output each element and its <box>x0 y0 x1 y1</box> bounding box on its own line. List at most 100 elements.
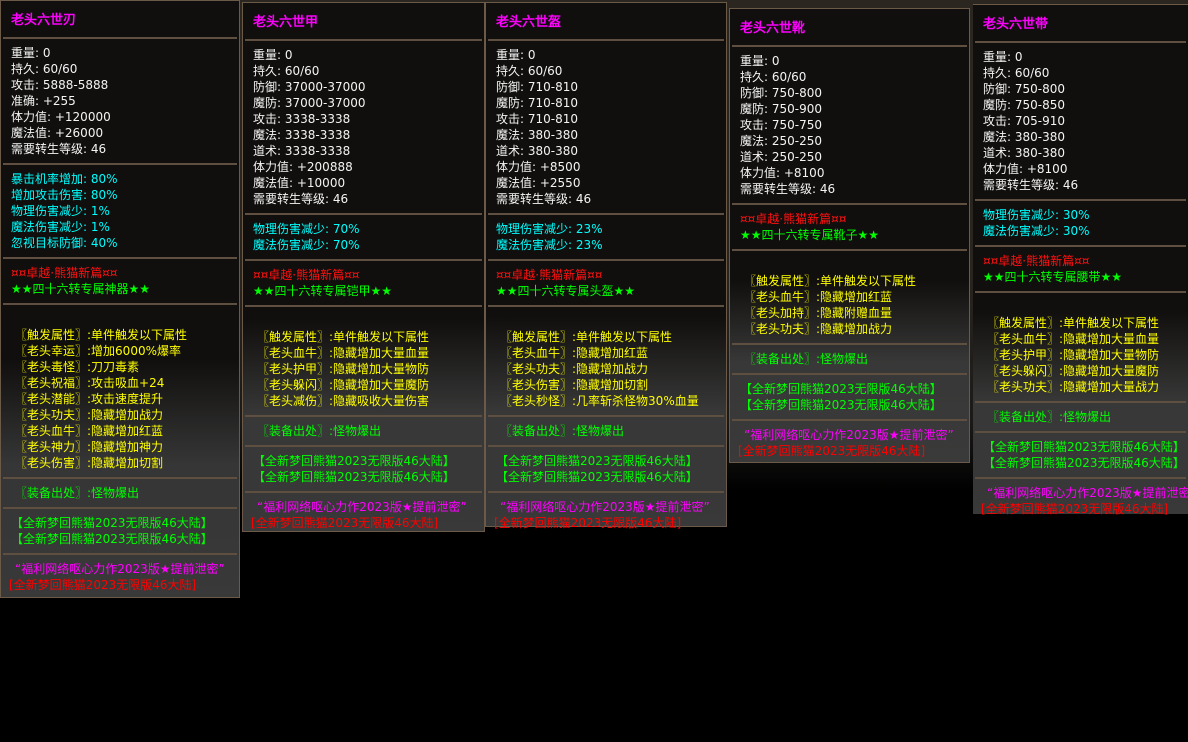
stat-line: 需要转生等级: 46 <box>983 178 1079 192</box>
trigger-line: 〖触发属性〗:单件触发以下属性 <box>987 316 1160 330</box>
section-divider <box>3 477 237 479</box>
section-divider <box>3 507 237 509</box>
section-divider <box>975 477 1186 479</box>
section-divider <box>245 259 482 261</box>
stat-line: 魔法: 380-380 <box>983 130 1065 144</box>
trigger-line: 〖触发属性〗:单件触发以下属性 <box>500 330 673 344</box>
trigger-line: 〖老头幸运〗:增加6000%爆率 <box>15 344 181 358</box>
stat-line: 魔法: 250-250 <box>740 134 822 148</box>
trigger-line: 〖触发属性〗:单件触发以下属性 <box>744 274 917 288</box>
promo-line: 【全新梦回熊猫2023无限版46大陆】 <box>11 516 213 530</box>
promo-line: 【全新梦回熊猫2023无限版46大陆】 <box>740 382 942 396</box>
section-divider <box>732 203 967 205</box>
section-divider <box>732 249 967 251</box>
stat-line: 攻击: 750-750 <box>740 118 822 132</box>
item-title: 老头六世带 <box>983 17 1049 32</box>
section-divider <box>245 39 482 41</box>
stat-line: 魔防: 750-850 <box>983 98 1065 112</box>
exclusive-label: ★★四十六转专属铠甲★★ <box>253 284 393 298</box>
stat-line: 需要转生等级: 46 <box>740 182 836 196</box>
section-divider <box>488 305 724 307</box>
footer-line: [全新梦回熊猫2023无限版46大陆] <box>494 516 682 530</box>
slogan-line: “福利网络呕心力作2023版★提前泄密” <box>257 500 467 514</box>
spacer <box>730 257 969 273</box>
stat-line: 魔防: 37000-37000 <box>253 96 366 110</box>
stat-line: 攻击: 3338-3338 <box>253 112 351 126</box>
stat-line: 防御: 710-810 <box>496 80 578 94</box>
source-line: 〖装备出处〗:怪物爆出 <box>15 486 140 500</box>
trigger-line: 〖老头伤害〗:隐藏增加切割 <box>500 378 649 392</box>
bonus-line: 魔法伤害减少: 70% <box>253 238 360 252</box>
stat-line: 需要转生等级: 46 <box>496 192 592 206</box>
trigger-line: 〖老头功夫〗:隐藏增加战力 <box>500 362 649 376</box>
trigger-line: 〖老头秒怪〗:几率斩杀怪物30%血量 <box>500 394 699 408</box>
promo-line: 【全新梦回熊猫2023无限版46大陆】 <box>496 454 698 468</box>
slogan-line: “福利网络呕心力作2023版★提前泄密” <box>500 500 710 514</box>
promo-line: 【全新梦回熊猫2023无限版46大陆】 <box>983 456 1185 470</box>
series-label: ¤¤卓越·熊猫新篇¤¤ <box>740 212 847 226</box>
exclusive-label: ★★四十六转专属腰带★★ <box>983 270 1123 284</box>
source-line: 〖装备出处〗:怪物爆出 <box>744 352 869 366</box>
series-label: ¤¤卓越·熊猫新篇¤¤ <box>983 254 1090 268</box>
trigger-line: 〖老头护甲〗:隐藏增加大量物防 <box>987 348 1160 362</box>
trigger-line: 〖老头血牛〗:隐藏增加大量血量 <box>257 346 430 360</box>
trigger-line: 〖老头血牛〗:隐藏增加红蓝 <box>500 346 649 360</box>
trigger-line: 〖老头躲闪〗:隐藏增加大量魔防 <box>257 378 430 392</box>
section-divider <box>975 291 1186 293</box>
item-tooltip-panel: 老头六世刃 重量: 0 持久: 60/60 攻击: 5888-5888 准确: +255… <box>0 0 240 598</box>
section-divider <box>488 213 724 215</box>
stat-line: 重量: 0 <box>983 50 1023 64</box>
series-label: ¤¤卓越·熊猫新篇¤¤ <box>496 268 603 282</box>
stat-line: 准确: +255 <box>11 94 76 108</box>
exclusive-label: ★★四十六转专属靴子★★ <box>740 228 880 242</box>
section-divider <box>245 213 482 215</box>
exclusive-label: ★★四十六转专属头盔★★ <box>496 284 636 298</box>
stat-line: 体力值: +8500 <box>496 160 581 174</box>
section-divider <box>732 343 967 345</box>
stat-line: 道术: 250-250 <box>740 150 822 164</box>
bonus-line: 暴击机率增加: 80% <box>11 172 118 186</box>
section-divider <box>488 415 724 417</box>
section-divider <box>732 419 967 421</box>
stat-line: 体力值: +8100 <box>983 162 1068 176</box>
section-divider <box>732 45 967 47</box>
series-label: ¤¤卓越·熊猫新篇¤¤ <box>253 268 360 282</box>
item-tooltip-panel: 老头六世带 重量: 0 持久: 60/60 防御: 750-800 魔防: 750-85… <box>973 4 1188 516</box>
stat-line: 攻击: 710-810 <box>496 112 578 126</box>
item-title: 老头六世盔 <box>496 15 562 30</box>
stat-line: 攻击: 705-910 <box>983 114 1065 128</box>
trigger-line: 〖老头躲闪〗:隐藏增加大量魔防 <box>987 364 1160 378</box>
trigger-line: 〖老头伤害〗:隐藏增加切割 <box>15 456 164 470</box>
stat-line: 重量: 0 <box>11 46 51 60</box>
source-line: 〖装备出处〗:怪物爆出 <box>257 424 382 438</box>
trigger-line: 〖老头血牛〗:隐藏增加红蓝 <box>15 424 164 438</box>
spacer <box>973 299 1188 315</box>
slogan-line: “福利网络呕心力作2023版★提前泄密” <box>987 486 1188 500</box>
trigger-line: 〖老头功夫〗:隐藏增加大量战力 <box>987 380 1160 394</box>
section-divider <box>975 431 1186 433</box>
footer-line: [全新梦回熊猫2023无限版46大陆] <box>9 578 197 592</box>
stat-line: 魔防: 710-810 <box>496 96 578 110</box>
section-divider <box>732 373 967 375</box>
stat-line: 魔法值: +26000 <box>11 126 104 140</box>
promo-line: 【全新梦回熊猫2023无限版46大陆】 <box>11 532 213 546</box>
bonus-line: 魔法伤害减少: 30% <box>983 224 1090 238</box>
trigger-line: 〖老头功夫〗:隐藏增加战力 <box>744 322 893 336</box>
stat-line: 道术: 3338-3338 <box>253 144 351 158</box>
stat-line: 魔法: 380-380 <box>496 128 578 142</box>
stat-line: 需要转生等级: 46 <box>11 142 107 156</box>
section-divider <box>245 445 482 447</box>
item-tooltip-panel: 老头六世甲 重量: 0 持久: 60/60 防御: 37000-37000 魔防: 37… <box>242 2 485 532</box>
stat-line: 重量: 0 <box>253 48 293 62</box>
trigger-line: 〖老头神力〗:隐藏增加神力 <box>15 440 164 454</box>
stat-line: 持久: 60/60 <box>11 62 78 76</box>
stat-line: 体力值: +8100 <box>740 166 825 180</box>
trigger-line: 〖触发属性〗:单件触发以下属性 <box>15 328 188 342</box>
slogan-line: “福利网络呕心力作2023版★提前泄密” <box>15 562 225 576</box>
stat-line: 道术: 380-380 <box>983 146 1065 160</box>
section-divider <box>488 39 724 41</box>
trigger-line: 〖老头血牛〗:隐藏增加红蓝 <box>744 290 893 304</box>
promo-line: 【全新梦回熊猫2023无限版46大陆】 <box>253 454 455 468</box>
bonus-line: 物理伤害减少: 70% <box>253 222 360 236</box>
bonus-line: 物理伤害减少: 1% <box>11 204 110 218</box>
